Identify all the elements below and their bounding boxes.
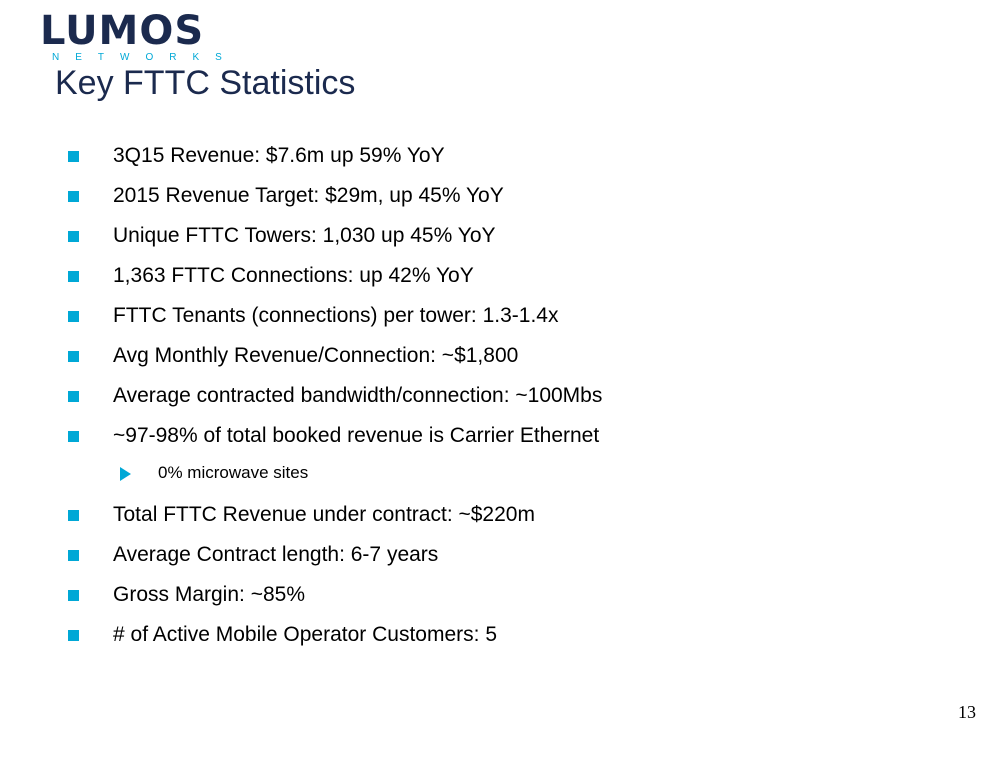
bullet-text: 3Q15 Revenue: $7.6m up 59% YoY: [113, 144, 445, 167]
bullet-marker: [68, 191, 79, 202]
bullet-text: Average Contract length: 6-7 years: [113, 543, 439, 566]
slide-title: Key FTTC Statistics: [55, 64, 356, 102]
bullet-text: # of Active Mobile Operator Customers: 5: [113, 623, 497, 646]
bullet-marker: [68, 590, 79, 601]
sub-bullet-text: 0% microwave sites: [158, 463, 309, 482]
bullet-marker: [68, 630, 79, 641]
bullet-marker: [68, 151, 79, 162]
bullet-text: Unique FTTC Towers: 1,030 up 45% YoY: [113, 224, 496, 247]
bullet-text: Gross Margin: ~85%: [113, 583, 305, 606]
sub-bullet-marker: [120, 467, 131, 481]
logo-tagline: NETWORKS: [52, 52, 238, 63]
bullet-marker: [68, 351, 79, 362]
bullet-text: 2015 Revenue Target: $29m, up 45% YoY: [113, 184, 504, 207]
page-number: 13: [958, 702, 976, 722]
bullet-marker: [68, 271, 79, 282]
bullet-text: FTTC Tenants (connections) per tower: 1.…: [113, 304, 559, 327]
bullet-text: Total FTTC Revenue under contract: ~$220…: [113, 503, 535, 526]
logo-name: LUMOS: [40, 8, 205, 54]
bullet-text: 1,363 FTTC Connections: up 42% YoY: [113, 264, 474, 287]
bullet-text: Average contracted bandwidth/connection:…: [113, 384, 603, 407]
bullet-text: Avg Monthly Revenue/Connection: ~$1,800: [113, 344, 519, 367]
bullet-marker: [68, 311, 79, 322]
bullet-marker: [68, 431, 79, 442]
bullet-marker: [68, 550, 79, 561]
bullet-marker: [68, 510, 79, 521]
bullet-text: ~97-98% of total booked revenue is Carri…: [113, 424, 600, 447]
bullet-marker: [68, 231, 79, 242]
bullet-marker: [68, 391, 79, 402]
